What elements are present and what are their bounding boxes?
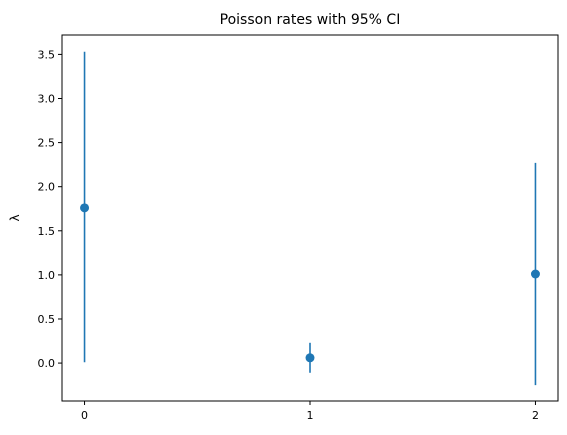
plot-frame [61,34,559,402]
data-point-1 [305,353,315,363]
y-tick-label-6: 3.0 [38,92,56,105]
x-tick-label-1: 1 [307,409,314,422]
data-point-0 [80,203,90,213]
y-tick-label-0: 0.0 [38,357,56,370]
y-tick-label-7: 3.5 [38,48,56,61]
x-tick-label-2: 2 [532,409,539,422]
y-tick-label-3: 1.5 [38,225,56,238]
y-axis-label: λ [8,214,22,221]
y-tick-label-1: 0.5 [38,313,56,326]
x-tick-label-0: 0 [81,409,88,422]
y-tick-label-2: 1.0 [38,269,56,282]
y-tick-label-4: 2.0 [38,181,56,194]
chart-title: Poisson rates with 95% CI [220,12,401,28]
data-point-2 [530,269,540,279]
y-tick-label-5: 2.5 [38,137,56,150]
